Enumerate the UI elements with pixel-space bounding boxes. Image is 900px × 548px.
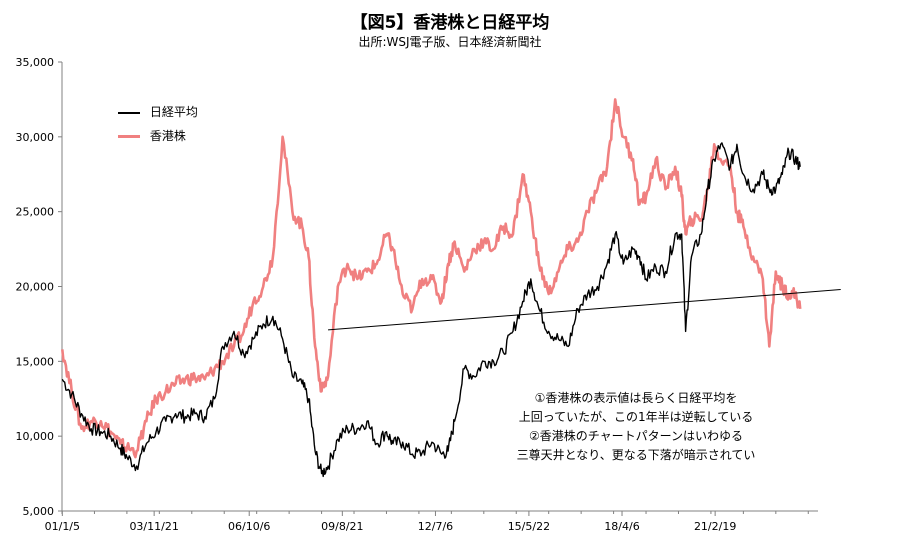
x-tick-label: 09/8/21 [321, 520, 363, 533]
x-tick-label: 01/1/5 [45, 520, 80, 533]
legend-item-hangseng: 香港株 [118, 127, 186, 144]
chart-title: 【図5】香港株と日経平均 [350, 13, 550, 33]
y-tick-label: 5,000 [23, 505, 55, 518]
y-tick-label: 30,000 [16, 131, 55, 144]
annotation-text: ①香港株の表示値は長らく日経平均を 上回っていたが、この1年半は逆転している ②… [502, 389, 770, 465]
annotation-line: 上回っていたが、この1年半は逆転している [518, 410, 754, 424]
legend-swatch-nikkei [118, 111, 140, 114]
annotation-line: 三尊天井となり、更なる下落が暗示されてい [516, 448, 756, 462]
chart-subtitle: 出所:WSJ電子版、日本経済新聞社 [358, 35, 542, 49]
annotation-line: ②香港株のチャートパターンはいわゆる [528, 429, 744, 443]
x-tick-label: 21/2/19 [694, 520, 736, 533]
series-layer [61, 98, 841, 478]
y-tick-label: 10,000 [16, 430, 55, 443]
legend-label-hangseng: 香港株 [149, 129, 186, 143]
series-line-hangseng [61, 98, 802, 459]
trend-line [328, 288, 841, 331]
legend-swatch-hangseng [118, 135, 140, 138]
x-tick-label: 03/11/21 [129, 520, 178, 533]
legend-item-nikkei: 日経平均 [118, 103, 198, 120]
x-tick-label: 06/10/6 [228, 520, 270, 533]
y-tick-label: 25,000 [16, 206, 55, 219]
y-tick-label: 15,000 [16, 355, 55, 368]
annotation-line: ①香港株の表示値は長らく日経平均を [534, 391, 738, 405]
x-tick-label: 18/4/6 [604, 520, 639, 533]
x-tick-label: 12/7/6 [418, 520, 453, 533]
x-tick-label: 15/5/22 [508, 520, 550, 533]
chart-axes: 5,000 10,000 15,000 20,000 25,000 30,000 35,00… [16, 56, 818, 533]
y-tick-label: 35,000 [16, 56, 55, 69]
y-tick-label: 20,000 [16, 281, 55, 294]
legend-label-nikkei: 日経平均 [149, 105, 198, 119]
series-line-nikkei [61, 142, 801, 478]
